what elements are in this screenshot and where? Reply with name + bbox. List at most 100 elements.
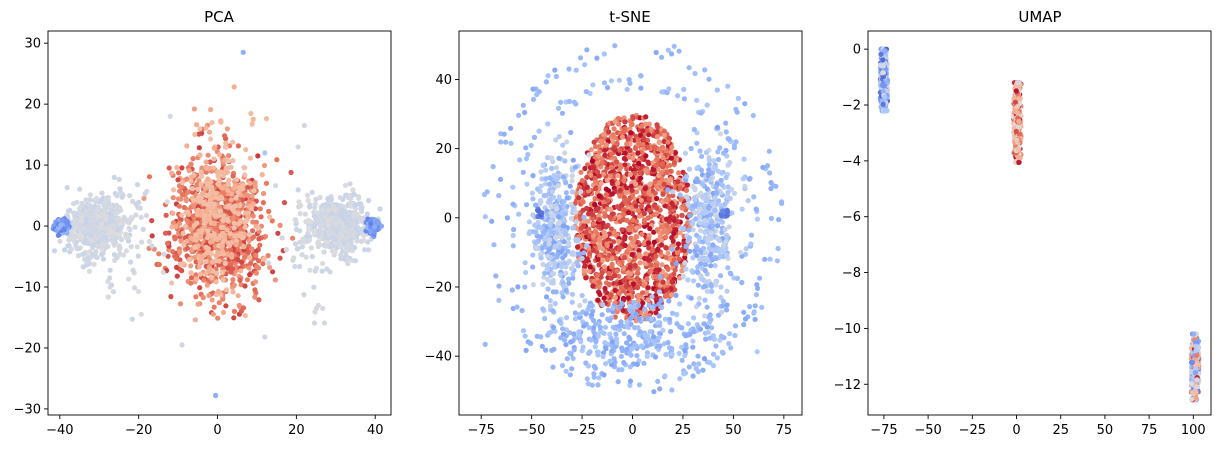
scatter-point [593,179,599,185]
scatter-point [197,152,203,158]
scatter-point [742,101,748,107]
scatter-point [548,280,554,286]
scatter-point [768,215,775,221]
scatter-point [196,145,202,151]
scatter-point [510,226,517,233]
scatter-point [368,221,374,227]
scatter-point [138,214,144,220]
scatter-point [191,106,197,112]
scatter-point [614,159,620,165]
scatter-point [725,83,731,89]
scatter-point [600,257,606,263]
scatter-point [218,224,224,230]
scatter-point [654,156,660,162]
scatter-point [250,213,256,219]
scatter-point [575,237,581,243]
scatter-point [79,200,85,206]
scatter-point [584,243,590,249]
scatter-point [188,275,195,281]
scatter-point [491,242,497,248]
scatter-point [220,277,226,283]
scatter-point [616,291,622,297]
scatter-point [279,235,285,241]
scatter-point [61,227,67,233]
scatter-point [218,169,224,175]
x-tick-label: 40 [367,423,384,438]
scatter-point [775,245,781,252]
scatter-point [664,216,670,222]
scatter-point [350,192,356,198]
scatter-point [183,196,189,202]
scatter-point [312,309,318,315]
scatter-point [197,271,203,277]
scatter-point [735,95,741,101]
scatter-point [595,272,601,278]
scatter-point [754,216,761,222]
scatter-point [691,361,697,367]
y-tick-label: 0 [33,220,41,235]
scatter-point [250,228,256,234]
scatter-point [776,217,782,223]
scatter-point [215,173,221,179]
scatter-point [659,54,665,60]
scatter-point [323,239,329,245]
scatter-point [646,190,652,196]
scatter-point [80,251,86,257]
scatter-point [530,282,536,288]
scatter-point [686,364,692,370]
scatter-point [624,141,630,147]
scatter-point [238,282,244,288]
scatter-point [621,155,628,162]
scatter-point [277,222,283,228]
scatter-point [203,192,210,199]
scatter-point [751,309,757,315]
scatter-point [522,333,528,339]
scatter-point [170,220,176,226]
scatter-point [647,226,653,232]
scatter-point [649,248,655,254]
scatter-point [560,326,566,332]
scatter-point [245,249,251,255]
scatter-point [90,242,96,248]
scatter-point [584,256,590,262]
scatter-point [675,241,682,247]
scatter-point [327,269,333,275]
scatter-point [601,199,607,205]
scatter-point [523,145,529,151]
scatter-point [244,217,250,223]
scatter-point [779,200,785,206]
scatter-point [566,66,572,72]
scatter-point [301,122,307,129]
scatter-point [162,230,169,236]
scatter-point [146,238,152,244]
scatter-point [170,195,176,201]
scatter-point [522,109,528,116]
scatter-point [658,224,665,230]
scatter-point [739,279,745,286]
scatter-point [230,139,236,145]
scatter-point [329,243,335,249]
scatter-point [297,228,303,234]
scatter-point [538,199,544,205]
scatter-point [594,55,600,61]
scatter-point [222,260,228,266]
scatter-point [216,177,222,183]
scatter-point [600,220,606,226]
scatter-point [648,262,654,268]
scatter-point [332,216,338,222]
scatter-point [267,214,273,220]
scatter-point [573,219,579,225]
scatter-point [211,145,217,151]
scatter-point [235,143,241,149]
scatter-point [261,256,267,262]
scatter-point [615,180,621,186]
scatter-point [639,231,645,237]
scatter-point [578,339,584,345]
scatter-point [83,217,89,223]
scatter-point [640,300,646,306]
scatter-point [664,169,670,175]
scatter-point [211,156,217,162]
scatter-point [546,181,553,187]
scatter-point [242,224,248,230]
scatter-point [73,239,80,245]
